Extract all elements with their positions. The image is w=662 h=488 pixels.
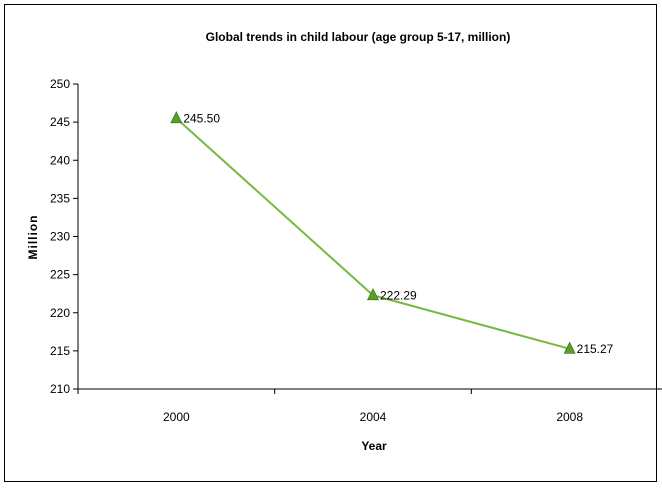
y-tick-label: 220 — [50, 306, 70, 320]
y-tick-label: 245 — [50, 115, 70, 129]
x-tick-label: 2008 — [556, 410, 583, 424]
data-label: 215.27 — [577, 342, 614, 356]
series-line — [175, 117, 570, 350]
y-tick-label: 250 — [50, 77, 70, 91]
x-tick-label: 2004 — [360, 410, 387, 424]
y-tick-label: 235 — [50, 191, 70, 205]
data-point-marker — [170, 111, 183, 124]
y-tick-label: 240 — [50, 153, 70, 167]
data-point-marker — [367, 288, 379, 301]
y-tick-label: 225 — [50, 268, 70, 282]
data-label: 222.29 — [380, 288, 417, 302]
y-tick-label: 215 — [50, 344, 70, 358]
x-axis-title: Year — [361, 439, 387, 453]
chart-frame — [4, 4, 657, 482]
data-label: 245.50 — [183, 111, 220, 125]
x-tick-label: 2000 — [163, 410, 190, 424]
y-tick-label: 210 — [50, 382, 70, 396]
y-tick-label: 230 — [50, 230, 70, 244]
data-point-marker — [563, 341, 576, 354]
y-axis-title: Million — [26, 215, 40, 260]
chart-title: Global trends in child labour (age group… — [206, 30, 511, 44]
